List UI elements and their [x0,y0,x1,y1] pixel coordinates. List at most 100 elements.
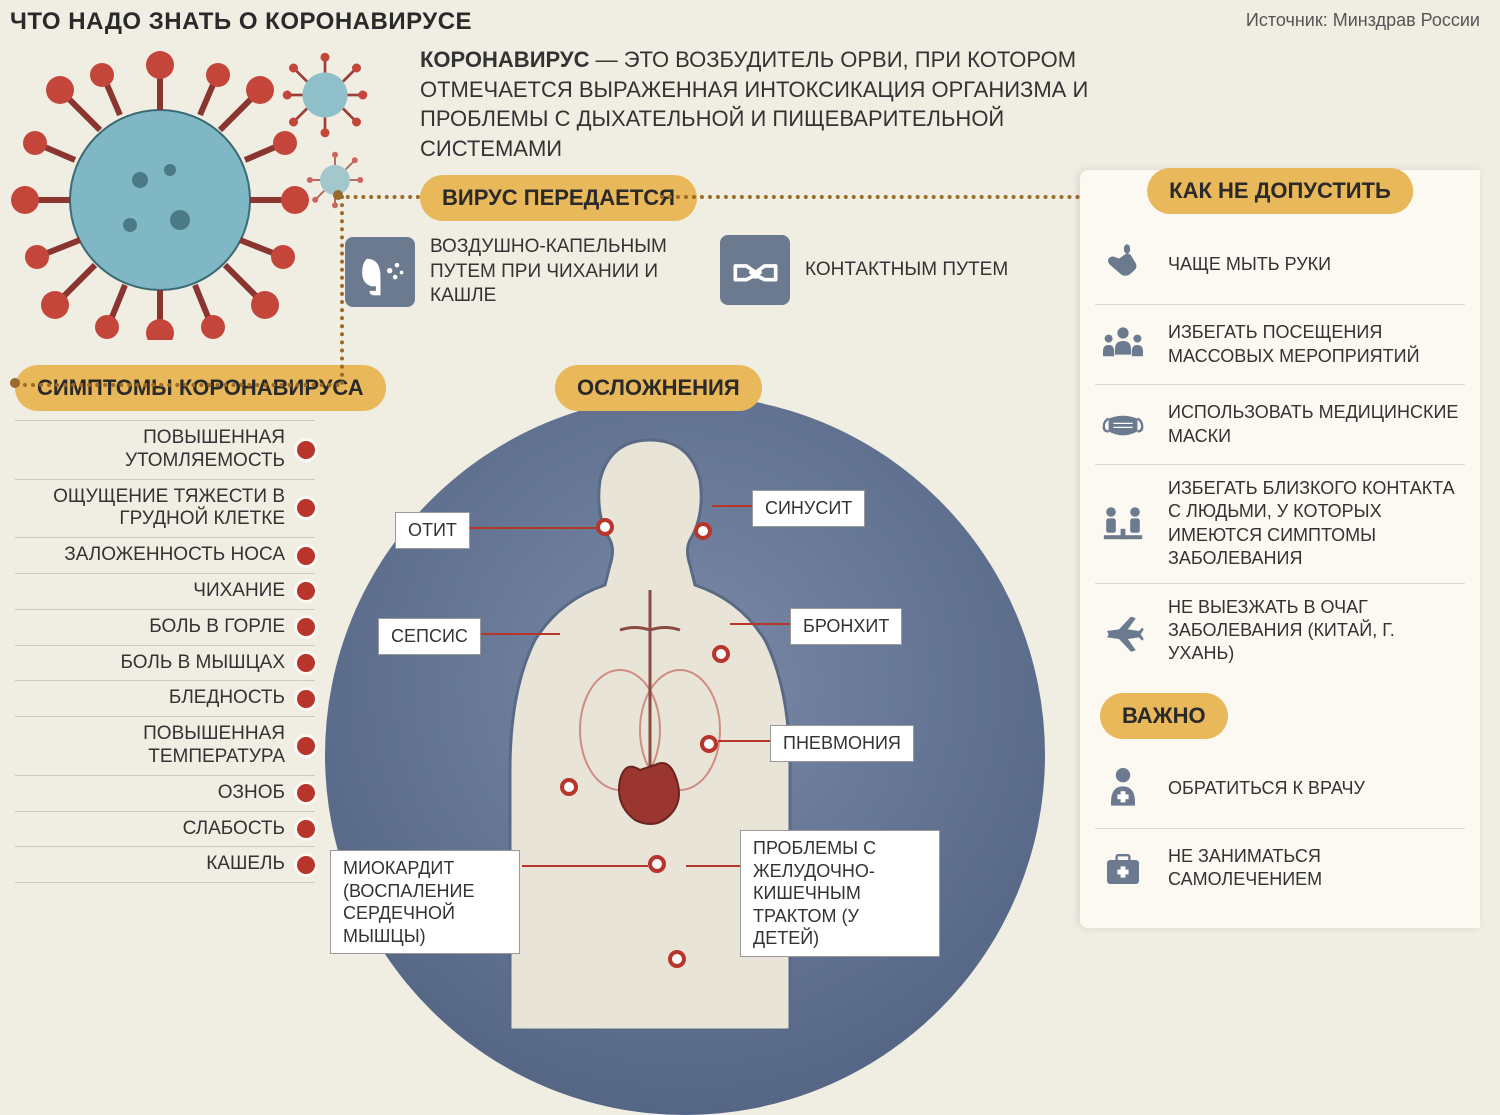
bullet-icon [297,737,315,755]
transmission-text-airborne: ВОЗДУШНО-КАПЕЛЬНЫМ ПУТЕМ ПРИ ЧИХАНИИ И К… [430,235,690,309]
prevention-item: НЕ ВЫЕЗЖАТЬ В ОЧАГ ЗАБОЛЕВАНИЯ (КИТАЙ, Г… [1095,584,1465,678]
symptom-row: ЧИХАНИЕ [15,573,315,609]
bullet-icon [297,499,315,517]
intro-bold: КОРОНАВИРУС [420,47,589,72]
source-label: Источник: Минздрав России [1246,10,1480,31]
symptoms-list: ПОВЫШЕННАЯ УТОМЛЯЕМОСТЬ ОЩУЩЕНИЕ ТЯЖЕСТИ … [15,420,315,883]
symptom-row: ПОВЫШЕННАЯ ТЕМПЕРАТУРА [15,716,315,775]
important-list: ОБРАТИТЬСЯ К ВРАЧУ НЕ ЗАНИМАТЬСЯ САМОЛЕЧЕ… [1080,749,1480,908]
connector-line [460,527,596,529]
transmission-list: ВОЗДУШНО-КАПЕЛЬНЫМ ПУТЕМ ПРИ ЧИХАНИИ И К… [345,235,1008,309]
prevention-item: ИЗБЕГАТЬ ПОСЕЩЕНИЯ МАССОВЫХ МЕРОПРИЯТИЙ [1095,305,1465,385]
distance-icon [1095,496,1150,551]
transmission-item-airborne: ВОЗДУШНО-КАПЕЛЬНЫМ ПУТЕМ ПРИ ЧИХАНИИ И К… [345,235,690,309]
complication-point-icon [694,522,712,540]
bullet-icon [297,820,315,838]
wash-hands-icon [1095,237,1150,292]
virus-illustration-small-1 [280,50,370,140]
symptom-text: ЧИХАНИЕ [193,580,285,603]
symptom-text: ПОВЫШЕННАЯ УТОМЛЯЕМОСТЬ [15,427,285,473]
complication-label: МИОКАРДИТ (ВОСПАЛЕНИЕ СЕРДЕЧНОЙ МЫШЦЫ) [330,850,520,954]
symptom-row: БОЛЬ В ГОРЛЕ [15,609,315,645]
prevention-text: ОБРАТИТЬСЯ К ВРАЧУ [1168,777,1365,800]
prevention-panel: КАК НЕ ДОПУСТИТЬ ЧАЩЕ МЫТЬ РУКИ ИЗБЕГАТЬ … [1080,170,1480,928]
symptom-row: ЗАЛОЖЕННОСТЬ НОСА [15,537,315,573]
complication-point-icon [668,950,686,968]
dotted-line [340,195,344,385]
handshake-icon [720,235,790,305]
important-title: ВАЖНО [1100,693,1228,739]
mask-icon [1095,397,1150,452]
complication-point-icon [648,855,666,873]
bullet-icon [297,547,315,565]
bullet-icon [297,856,315,874]
connector-line [686,865,740,867]
symptom-text: ЗАЛОЖЕННОСТЬ НОСА [64,544,285,567]
virus-illustration-small-2 [305,150,365,210]
complication-point-icon [596,518,614,536]
prevention-item: НЕ ЗАНИМАТЬСЯ САМОЛЕЧЕНИЕМ [1095,829,1465,908]
complication-label: ПРОБЛЕМЫ С ЖЕЛУДОЧНО-КИШЕЧНЫМ ТРАКТОМ (У… [740,830,940,957]
symptom-text: БОЛЬ В МЫШЦАХ [121,652,285,675]
complication-label: СЕПСИС [378,618,481,655]
prevention-item: ОБРАТИТЬСЯ К ВРАЧУ [1095,749,1465,829]
symptom-row: ОЗНОБ [15,775,315,811]
dot-end [10,378,20,388]
symptom-row: БОЛЬ В МЫШЦАХ [15,645,315,681]
prevention-text: НЕ ЗАНИМАТЬСЯ САМОЛЕЧЕНИЕМ [1168,845,1465,892]
symptom-row: БЛЕДНОСТЬ [15,680,315,716]
prevention-text: НЕ ВЫЕЗЖАТЬ В ОЧАГ ЗАБОЛЕВАНИЯ (КИТАЙ, Г… [1168,596,1465,666]
prevention-text: ИЗБЕГАТЬ ПОСЕЩЕНИЯ МАССОВЫХ МЕРОПРИЯТИЙ [1168,321,1465,368]
complication-point-icon [560,778,578,796]
crowd-icon [1095,317,1150,372]
medkit-icon [1095,841,1150,896]
symptom-text: БЛЕДНОСТЬ [169,687,285,710]
infographic-page: ЧТО НАДО ЗНАТЬ О КОРОНАВИРУСЕ Источник: … [0,0,1500,1010]
page-title: ЧТО НАДО ЗНАТЬ О КОРОНАВИРУСЕ [10,8,472,36]
symptom-row: КАШЕЛЬ [15,846,315,883]
connector-line [730,623,790,625]
transmission-text-contact: КОНТАКТНЫМ ПУТЕМ [805,258,1008,283]
complication-label: ОТИТ [395,512,470,549]
cough-icon [345,237,415,307]
dotted-line [660,195,1080,199]
complication-label: ПНЕВМОНИЯ [770,725,914,762]
symptom-row: ПОВЫШЕННАЯ УТОМЛЯЕМОСТЬ [15,420,315,479]
complication-label: СИНУСИТ [752,490,865,527]
transmission-title: ВИРУС ПЕРЕДАЕТСЯ [420,175,697,221]
bullet-icon [297,618,315,636]
symptom-row: СЛАБОСТЬ [15,811,315,847]
connector-line [712,505,752,507]
symptom-text: ОЩУЩЕНИЕ ТЯЖЕСТИ В ГРУДНОЙ КЛЕТКЕ [15,486,285,532]
symptom-row: ОЩУЩЕНИЕ ТЯЖЕСТИ В ГРУДНОЙ КЛЕТКЕ [15,479,315,538]
virus-illustration-large [10,40,310,340]
intro-text: КОРОНАВИРУС — ЭТО ВОЗБУДИТЕЛЬ ОРВИ, ПРИ … [420,45,1140,164]
symptoms-title: СИМПТОМЫ КОРОНАВИРУСА [15,365,386,411]
complication-point-icon [700,735,718,753]
bullet-icon [297,582,315,600]
symptom-text: СЛАБОСТЬ [183,818,285,841]
prevention-item: ИЗБЕГАТЬ БЛИЗКОГО КОНТАКТА С ЛЮДЬМИ, У К… [1095,465,1465,584]
bullet-icon [297,441,315,459]
prevention-title: КАК НЕ ДОПУСТИТЬ [1147,168,1413,214]
bullet-icon [297,690,315,708]
symptom-text: ПОВЫШЕННАЯ ТЕМПЕРАТУРА [15,723,285,769]
prevention-item: ЧАЩЕ МЫТЬ РУКИ [1095,225,1465,305]
plane-icon [1095,603,1150,658]
connector-line [718,740,770,742]
transmission-item-contact: КОНТАКТНЫМ ПУТЕМ [720,235,1008,305]
symptom-text: КАШЕЛЬ [206,853,285,876]
dotted-line [338,195,420,199]
complications-title: ОСЛОЖНЕНИЯ [555,365,762,411]
symptom-text: БОЛЬ В ГОРЛЕ [149,616,285,639]
dotted-line [15,383,340,387]
prevention-text: ЧАЩЕ МЫТЬ РУКИ [1168,253,1331,276]
prevention-item: ИСПОЛЬЗОВАТЬ МЕДИЦИНСКИЕ МАСКИ [1095,385,1465,465]
bullet-icon [297,654,315,672]
connector-line [522,865,648,867]
prevention-list: ЧАЩЕ МЫТЬ РУКИ ИЗБЕГАТЬ ПОСЕЩЕНИЯ МАССОВЫ… [1080,225,1480,678]
complication-label: БРОНХИТ [790,608,902,645]
prevention-text: ИЗБЕГАТЬ БЛИЗКОГО КОНТАКТА С ЛЮДЬМИ, У К… [1168,477,1465,571]
prevention-text: ИСПОЛЬЗОВАТЬ МЕДИЦИНСКИЕ МАСКИ [1168,401,1465,448]
symptom-text: ОЗНОБ [218,782,285,805]
